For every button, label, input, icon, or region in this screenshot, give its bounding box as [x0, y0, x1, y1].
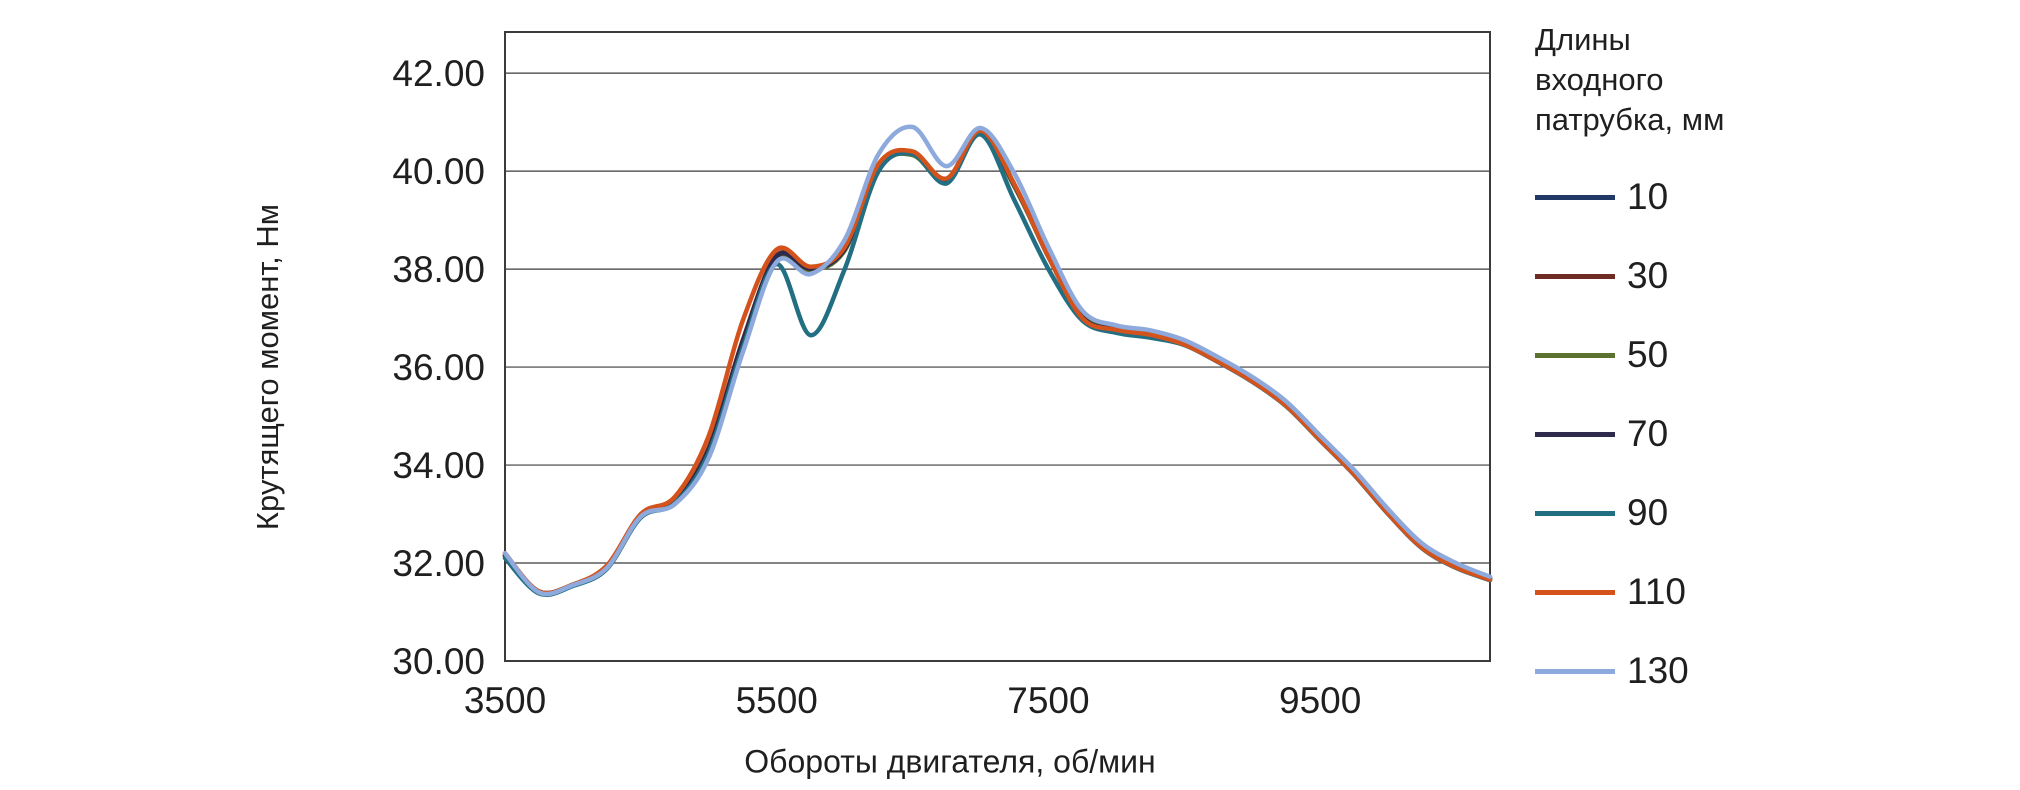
legend-label-110: 110	[1627, 571, 1686, 612]
series-line-130	[502, 124, 1493, 597]
legend-item-30: 30	[1535, 255, 1955, 297]
x-tick-label: 9500	[1279, 680, 1361, 721]
legend-swatch-30	[1535, 273, 1615, 279]
y-axis-title: Крутящего момент, Нм	[250, 203, 285, 531]
legend-item-130: 130	[1535, 650, 1955, 692]
y-tick-label: 30.00	[392, 641, 485, 682]
series-line-50	[502, 130, 1493, 597]
y-tick-label: 38.00	[392, 249, 485, 290]
legend-items: 10 30 50 70 90 110 130	[1535, 176, 1955, 692]
legend-swatch-90	[1535, 510, 1615, 516]
legend-title: Длины входного патрубка, мм	[1535, 22, 1725, 137]
legend-label-30: 30	[1627, 255, 1669, 296]
legend-item-110: 110	[1535, 571, 1955, 613]
x-tick-label: 7500	[1007, 680, 1089, 721]
legend-item-70: 70	[1535, 413, 1955, 455]
y-tick-label: 40.00	[392, 151, 485, 192]
series-line-110	[502, 128, 1493, 596]
series-line-30	[502, 128, 1493, 596]
x-axis-title: Обороты двигателя, об/мин	[744, 743, 1156, 780]
legend-swatch-110	[1535, 589, 1615, 595]
y-tick-label: 34.00	[392, 445, 485, 486]
x-tick-label: 3500	[464, 680, 546, 721]
plot-border	[504, 31, 1491, 662]
y-tick-label: 36.00	[392, 347, 485, 388]
legend-label-130: 130	[1627, 650, 1689, 691]
series-line-90	[502, 132, 1493, 598]
series-line-70	[502, 129, 1493, 596]
legend-item-50: 50	[1535, 334, 1955, 376]
legend: Длины входного патрубка, мм 10 30 50 70 90 11…	[1535, 20, 1955, 692]
legend-swatch-130	[1535, 668, 1615, 674]
x-tick-label: 5500	[736, 680, 818, 721]
legend-item-90: 90	[1535, 492, 1955, 534]
legend-label-90: 90	[1627, 492, 1669, 533]
legend-label-50: 50	[1627, 334, 1669, 375]
y-tick-label: 42.00	[392, 53, 485, 94]
legend-item-10: 10	[1535, 176, 1955, 218]
legend-label-10: 10	[1627, 176, 1669, 217]
legend-swatch-50	[1535, 352, 1615, 358]
series-line-10	[502, 129, 1493, 597]
y-tick-label: 32.00	[392, 543, 485, 584]
legend-swatch-70	[1535, 431, 1615, 437]
legend-swatch-10	[1535, 194, 1615, 200]
legend-label-70: 70	[1627, 413, 1669, 454]
